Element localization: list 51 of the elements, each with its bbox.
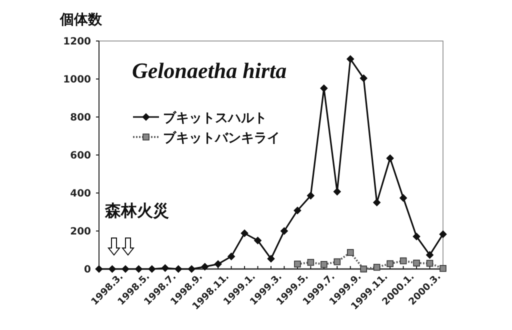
y-tick-label: 1000 xyxy=(63,74,92,86)
point xyxy=(267,255,275,262)
point xyxy=(228,252,236,260)
point xyxy=(333,188,341,196)
point xyxy=(360,74,368,82)
point xyxy=(373,198,381,206)
point xyxy=(412,232,420,240)
point xyxy=(240,230,248,237)
point xyxy=(201,263,209,270)
point xyxy=(254,236,262,244)
point xyxy=(122,265,130,273)
point xyxy=(426,260,434,267)
point xyxy=(188,265,196,273)
point xyxy=(360,266,368,272)
point xyxy=(174,265,182,273)
legend-label: ブキットスハルト xyxy=(163,110,267,126)
point xyxy=(307,258,314,266)
point xyxy=(400,257,407,264)
y-tick-label: 200 xyxy=(70,226,92,238)
point xyxy=(108,265,116,273)
y-tick-label: 400 xyxy=(70,188,92,200)
y-tick-label: 1200 xyxy=(63,36,92,48)
point xyxy=(320,261,328,268)
point xyxy=(373,264,380,271)
point xyxy=(148,265,156,273)
point xyxy=(440,265,446,272)
point xyxy=(280,227,288,235)
annotation: 森林火災 xyxy=(104,201,169,220)
point xyxy=(306,192,314,200)
y-tick-label: 600 xyxy=(70,150,92,162)
point xyxy=(386,260,394,268)
point xyxy=(413,260,420,267)
legend-label: ブキットバンキライ xyxy=(163,130,280,146)
point xyxy=(346,55,354,63)
point xyxy=(294,206,302,214)
y-tick-label: 800 xyxy=(70,112,92,124)
point xyxy=(386,154,394,162)
point xyxy=(134,265,142,273)
point xyxy=(439,230,447,238)
point xyxy=(346,249,354,256)
text: Gelonaetha hirta xyxy=(132,58,287,83)
point xyxy=(161,264,169,272)
point xyxy=(320,84,328,92)
point xyxy=(426,251,434,259)
point xyxy=(400,194,408,202)
point xyxy=(95,265,103,273)
point xyxy=(294,260,301,268)
point xyxy=(214,260,222,268)
point xyxy=(334,258,341,266)
y-tick-label: 0 xyxy=(84,264,92,276)
y-axis-title: 個体数 xyxy=(59,12,103,28)
